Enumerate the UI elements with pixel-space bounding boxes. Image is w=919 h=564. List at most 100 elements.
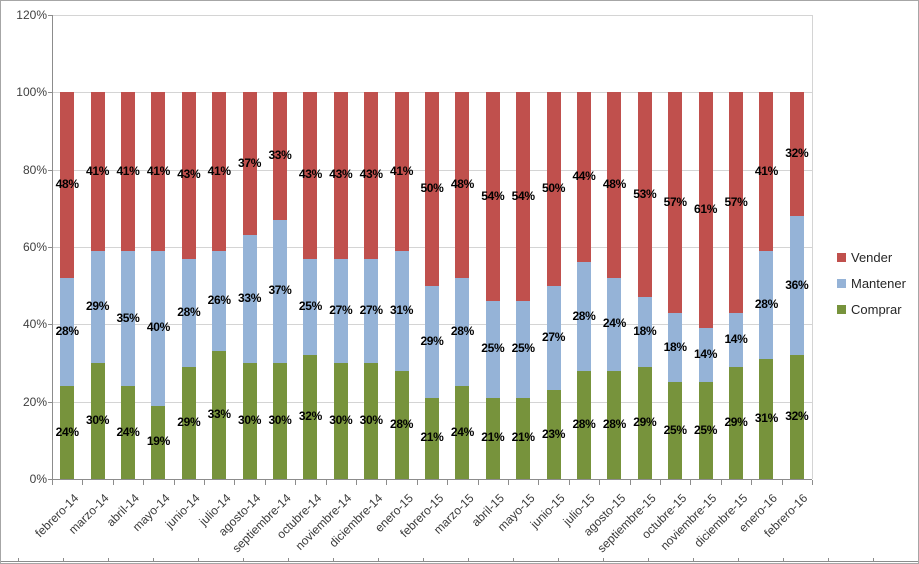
x-axis-tick <box>812 480 813 485</box>
bar-segment-vender <box>90 92 105 251</box>
legend-entry: Comprar <box>837 303 906 316</box>
bar-segment-vender <box>151 92 166 251</box>
data-label-mantener: 37% <box>268 283 292 298</box>
data-label-vender: 48% <box>55 177 79 192</box>
y-axis-label: 100% <box>16 85 47 100</box>
legend-marker-comprar <box>837 305 846 314</box>
data-label-comprar: 24% <box>450 424 474 439</box>
x-axis-tick <box>204 480 205 485</box>
bottom-tick <box>648 558 649 561</box>
data-label-comprar: 25% <box>663 422 687 437</box>
bottom-tick <box>333 558 334 561</box>
data-label-comprar: 33% <box>207 407 231 422</box>
data-label-comprar: 23% <box>542 426 566 441</box>
data-label-mantener: 25% <box>511 341 535 356</box>
data-label-vender: 41% <box>116 163 140 178</box>
x-axis-tick <box>568 480 570 485</box>
bottom-tick <box>153 558 154 561</box>
y-axis-label: 60% <box>22 240 47 254</box>
bar-segment-mantener <box>637 297 652 367</box>
bar-segment-vender <box>242 92 257 236</box>
bar-segment-comprar <box>759 359 774 479</box>
bar-segment-mantener <box>364 258 379 363</box>
bottom-tick <box>288 558 289 561</box>
bar-segment-vender <box>789 92 804 217</box>
x-axis-tick <box>143 480 145 485</box>
y-axis-label: 120% <box>16 8 47 22</box>
bar-segment-vender <box>394 92 409 251</box>
data-label-vender: 50% <box>542 181 566 195</box>
bar-segment-comprar <box>546 390 561 479</box>
bar-segment-mantener <box>333 258 348 363</box>
data-label-mantener: 27% <box>329 302 353 317</box>
x-axis-tick <box>386 480 388 485</box>
bar-segment-vender <box>333 92 348 259</box>
data-label-vender: 41% <box>86 163 110 178</box>
bar-segment-vender <box>273 92 287 220</box>
bar-segment-mantener <box>151 250 166 406</box>
bar-segment-comprar <box>729 366 743 479</box>
legend-entry: Vender <box>837 251 906 264</box>
data-label-vender: 32% <box>785 146 809 161</box>
data-label-mantener: 26% <box>207 293 231 308</box>
bar-segment-comprar <box>516 397 531 479</box>
x-axis-tick <box>112 480 114 485</box>
y-axis-line <box>52 15 53 480</box>
legend-marker-mantener <box>837 279 846 288</box>
bottom-tick <box>738 558 739 561</box>
bar-segment-vender <box>698 92 713 329</box>
bar-segment-comprar <box>455 386 470 479</box>
data-label-comprar: 32% <box>785 409 809 424</box>
bar-segment-comprar <box>303 355 318 479</box>
bottom-tick <box>693 558 694 561</box>
data-label-vender: 48% <box>602 177 626 192</box>
data-label-vender: 54% <box>481 188 505 203</box>
bar-segment-comprar <box>394 370 409 479</box>
x-axis-tick <box>295 480 297 485</box>
bar-segment-mantener <box>121 250 135 387</box>
data-label-comprar: 21% <box>481 430 505 445</box>
bottom-tick <box>378 558 379 561</box>
bar-segment-vender <box>425 92 439 286</box>
bar-segment-comprar <box>121 386 135 479</box>
bar-segment-mantener <box>485 301 500 398</box>
x-axis-tick <box>599 480 601 485</box>
x-axis-tick <box>538 480 540 485</box>
bar-segment-vender <box>212 92 227 251</box>
data-label-comprar: 28% <box>602 416 626 431</box>
x-axis-tick <box>720 480 722 485</box>
y-axis-label: 40% <box>22 317 47 332</box>
data-label-vender: 37% <box>238 155 262 170</box>
data-label-comprar: 30% <box>359 413 383 427</box>
x-axis-tick <box>173 480 175 485</box>
bar-segment-comprar <box>485 397 500 479</box>
bar-segment-comprar <box>60 386 75 479</box>
x-axis-tick <box>751 480 753 485</box>
bar-segment-vender <box>121 92 135 251</box>
data-label-mantener: 28% <box>177 304 201 319</box>
data-label-comprar: 19% <box>146 434 170 449</box>
bottom-tick <box>603 558 604 561</box>
bar-segment-comprar <box>607 370 622 479</box>
bar-segment-mantener <box>303 258 318 356</box>
y-axis-tick <box>48 169 52 171</box>
bar-segment-vender <box>637 92 652 298</box>
bar-segment-mantener <box>668 312 683 383</box>
x-axis-tick <box>508 480 509 485</box>
bar-segment-vender <box>516 92 531 302</box>
x-axis-tick <box>325 480 327 485</box>
bottom-tick <box>18 558 19 561</box>
x-axis-tick <box>52 480 53 485</box>
bar-segment-vender <box>455 92 470 278</box>
data-label-comprar: 31% <box>754 411 778 426</box>
bottom-tick <box>243 558 244 561</box>
gridline <box>52 479 812 480</box>
data-label-mantener: 35% <box>116 310 140 325</box>
bottom-tick <box>783 558 784 561</box>
legend-label: Comprar <box>851 302 902 317</box>
data-label-vender: 41% <box>146 163 170 178</box>
data-label-comprar: 24% <box>55 424 79 439</box>
bar-segment-comprar <box>637 366 652 479</box>
bar-segment-mantener <box>212 250 227 352</box>
bar-segment-comprar <box>90 363 105 479</box>
